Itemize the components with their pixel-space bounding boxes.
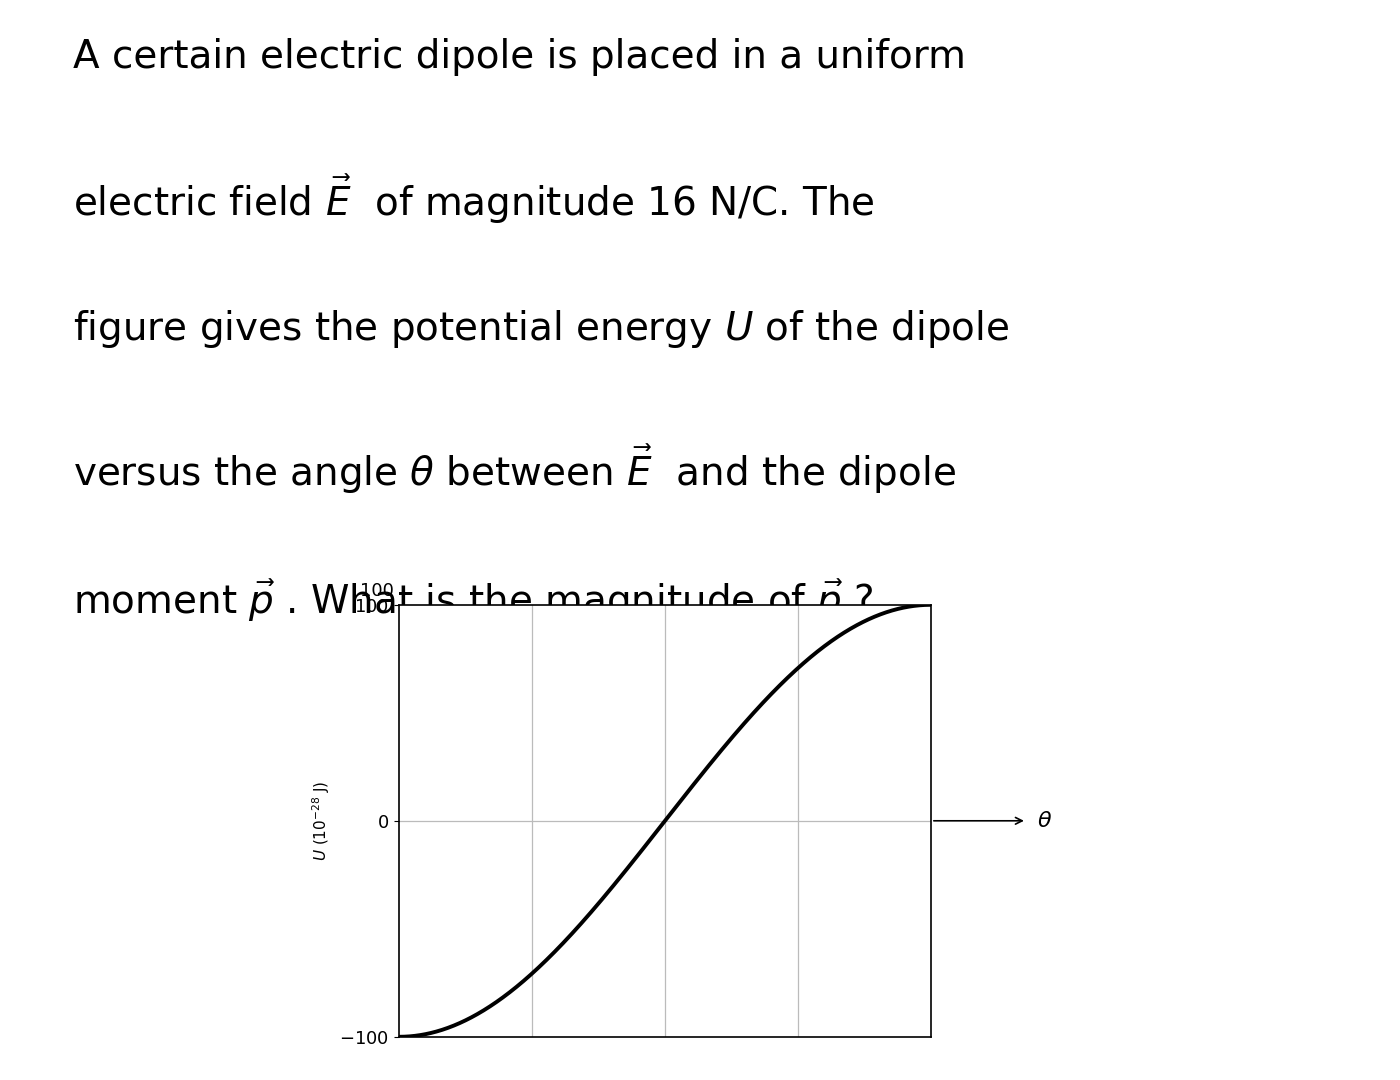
Text: electric field $\vec{E}$  of magnitude 16 N/C. The: electric field $\vec{E}$ of magnitude 16… (73, 173, 875, 227)
Text: versus the angle $\theta$ between $\vec{E}$  and the dipole: versus the angle $\theta$ between $\vec{… (73, 443, 956, 497)
Text: $\theta$: $\theta$ (1037, 811, 1053, 831)
Text: figure gives the potential energy $U$ of the dipole: figure gives the potential energy $U$ of… (73, 308, 1009, 350)
Y-axis label: $U$ ($10^{-28}$ J): $U$ ($10^{-28}$ J) (311, 781, 332, 861)
Text: moment $\vec{p}$ . What is the magnitude of $\vec{p}$ ?: moment $\vec{p}$ . What is the magnitude… (73, 578, 874, 624)
Text: 100: 100 (360, 582, 393, 600)
Text: A certain electric dipole is placed in a uniform: A certain electric dipole is placed in a… (73, 38, 966, 76)
